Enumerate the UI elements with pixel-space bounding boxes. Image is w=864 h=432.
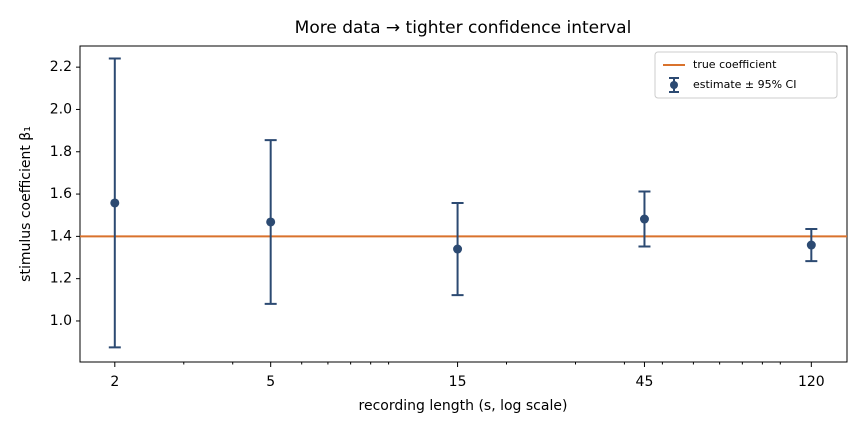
y-axis-label: stimulus coefficient β₁ [18, 126, 34, 282]
chart-title: More data → tighter confidence interval [295, 18, 632, 38]
y-tick-label: 1.4 [50, 228, 72, 244]
x-tick-label: 15 [449, 374, 467, 390]
x-tick-label: 5 [266, 374, 275, 390]
y-tick-label: 1.0 [50, 313, 72, 329]
point [266, 217, 276, 227]
point [806, 240, 816, 250]
plot-area [79, 45, 848, 363]
legend-label: estimate ± 95% CI [693, 78, 797, 91]
legend-swatch [670, 81, 678, 89]
point [639, 214, 649, 224]
point [110, 198, 120, 208]
y-tick-label: 2.2 [50, 59, 72, 75]
y-tick-label: 2.0 [50, 101, 72, 117]
legend-box [654, 51, 838, 99]
x-axis-label: recording length (s, log scale) [359, 398, 568, 414]
y-tick-label: 1.6 [50, 186, 72, 202]
y-tick-label: 1.2 [50, 271, 72, 287]
y-tick-label: 1.8 [50, 144, 72, 160]
x-tick-label: 2 [110, 374, 119, 390]
x-tick-label: 45 [636, 374, 654, 390]
x-tick-label: 120 [798, 374, 825, 390]
point [453, 244, 463, 254]
legend-label: true coefficient [693, 58, 777, 71]
